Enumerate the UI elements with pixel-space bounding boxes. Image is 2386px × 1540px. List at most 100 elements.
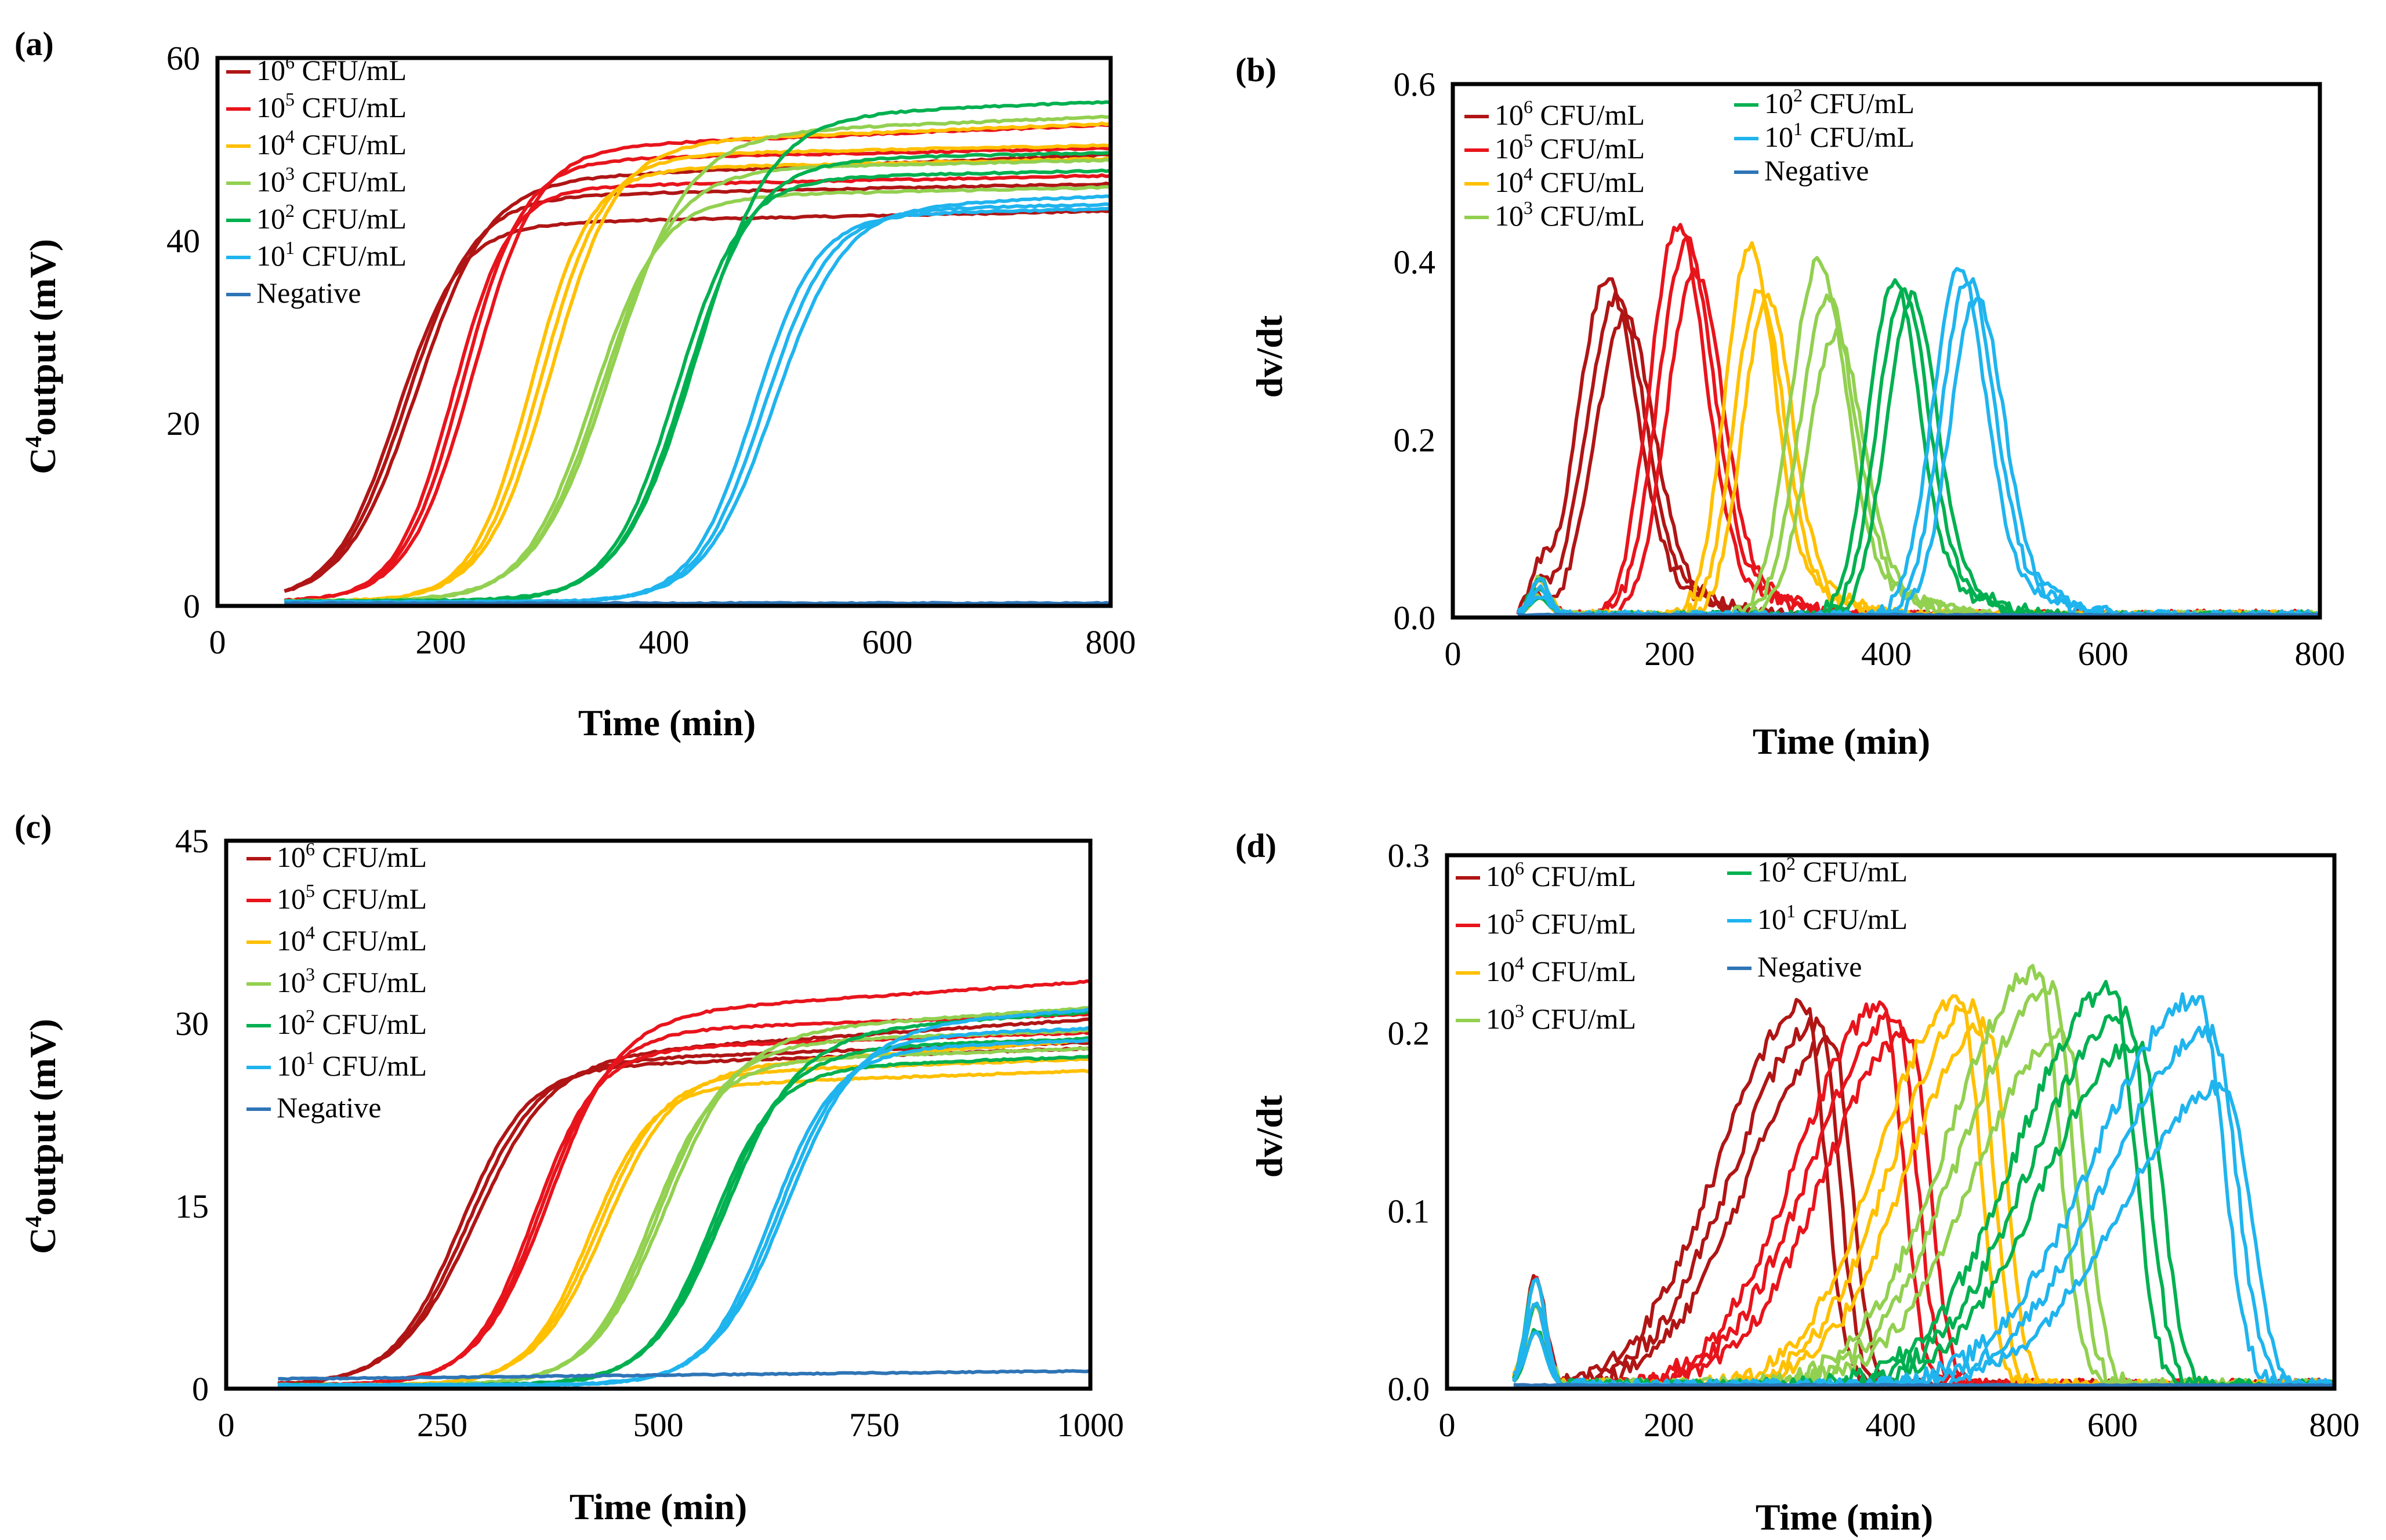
legend-label: Negative [1764, 154, 1869, 187]
series-negative [1513, 1382, 2335, 1388]
panel-b-plot [1516, 223, 2320, 618]
series-line-1e1-rep1 [284, 206, 1111, 605]
legend-item: 105 CFU/mL [1456, 905, 1636, 940]
legend-item: 103 CFU/mL [1456, 1000, 1636, 1035]
legend-label: 103 CFU/mL [256, 163, 407, 198]
y-tick-label: 30 [175, 1005, 209, 1043]
series-1e3 [284, 114, 1111, 604]
panel-c-ylabel: C4output (mV) [20, 1019, 63, 1254]
panel-a-y-ticks: 0 20 40 60 [166, 39, 200, 625]
y-tick-label: 0.0 [1388, 1370, 1430, 1408]
y-tick-label: 0.2 [1394, 421, 1436, 459]
series-line-1e5-rep1 [1512, 1000, 2333, 1387]
legend-item: 105 CFU/mL [226, 89, 407, 124]
panel-a-x-ticks: 0 200 400 600 800 [209, 623, 1136, 661]
x-tick-label: 600 [862, 623, 913, 661]
x-tick-label: 200 [1644, 1406, 1694, 1444]
series-line-1e1-rep3 [1517, 297, 2319, 618]
x-tick-label: 400 [639, 623, 690, 661]
series-line-1e6-rep2 [284, 181, 1111, 593]
series-line-1e1-rep1 [1512, 992, 2333, 1387]
series-line-1e5-rep1 [284, 173, 1111, 603]
x-tick-label: 200 [1644, 635, 1695, 673]
y-tick-label: 60 [166, 39, 200, 77]
x-tick-label: 0 [218, 1406, 235, 1444]
panel-b-plot-frame [1451, 82, 2322, 620]
series-negative [1517, 612, 2320, 618]
x-tick-label: 800 [1086, 623, 1136, 661]
legend-item: 105 CFU/mL [1464, 130, 1645, 165]
panel-b-x-ticks: 0 200 400 600 800 [1445, 635, 2345, 673]
legend-item: 102 CFU/mL [1727, 853, 1908, 888]
panel-a-ylabel: C4output (mV) [20, 239, 63, 474]
panel-d-legend: 106 CFU/mL 105 CFU/mL 104 CFU/mL 103 CFU/mL… [1456, 853, 1908, 1035]
legend-item: 104 CFU/mL [1464, 164, 1645, 198]
panel-c-y-ticks: 0 15 30 45 [175, 822, 209, 1408]
legend-item: Negative [246, 1091, 381, 1124]
panel-a-plot-frame [215, 56, 1113, 608]
legend-item: 103 CFU/mL [226, 163, 407, 198]
legend-item: 104 CFU/mL [246, 922, 427, 957]
series-line-1e6-rep3 [284, 152, 1111, 593]
x-tick-label: 500 [633, 1406, 684, 1444]
legend-label: 106 CFU/mL [277, 838, 427, 873]
legend-item: 101 CFU/mL [226, 237, 407, 272]
legend-item: 102 CFU/mL [1734, 85, 1914, 119]
legend-item: Negative [1734, 154, 1869, 187]
series-1e5 [1512, 1000, 2334, 1387]
legend-label: Negative [256, 277, 361, 309]
legend-label: 101 CFU/mL [1764, 118, 1914, 153]
series-line-1e1-rep3 [284, 194, 1111, 605]
legend-label: 104 CFU/mL [277, 922, 427, 957]
legend-item: 106 CFU/mL [226, 52, 407, 86]
legend-label: 101 CFU/mL [1757, 900, 1908, 935]
series-line-1e4-rep2 [1511, 998, 2333, 1387]
legend-label: 103 CFU/mL [1495, 197, 1645, 232]
legend-item: 104 CFU/mL [226, 126, 407, 161]
panel-a: (a) Time (min) C4output (mV) 0 200 400 600 8… [14, 25, 1136, 743]
panel-d-xlabel: Time (min) [1756, 1497, 1933, 1538]
series-1e1 [1516, 267, 2319, 618]
series-line-1e5-rep2 [1512, 1011, 2334, 1387]
y-tick-label: 0.4 [1394, 244, 1436, 281]
panel-b: (b) Time (min) dv/dt 0 200 400 600 800 0.00.… [1235, 51, 2345, 762]
panel-c-plot-frame [224, 838, 1093, 1391]
series-negative [278, 1368, 1091, 1381]
x-tick-label: 0 [1439, 1406, 1456, 1444]
panel-b-xlabel: Time (min) [1753, 721, 1930, 762]
x-tick-label: 800 [2309, 1406, 2360, 1444]
panel-d-x-ticks: 0 200 400 600 800 [1439, 1406, 2360, 1444]
legend-label: Negative [1757, 950, 1862, 983]
series-line-1e4-rep3 [284, 121, 1111, 604]
legend-item: 105 CFU/mL [246, 880, 427, 915]
x-tick-label: 250 [417, 1406, 467, 1444]
series-1e1 [1512, 992, 2334, 1387]
panel-c-plot [277, 979, 1091, 1389]
x-tick-label: 400 [1866, 1406, 1916, 1444]
legend-label: Negative [277, 1091, 381, 1124]
series-line-negative [1513, 1382, 2335, 1388]
legend-item: 103 CFU/mL [1464, 197, 1645, 232]
legend-label: 105 CFU/mL [1486, 905, 1636, 940]
legend-item: 102 CFU/mL [246, 1005, 427, 1040]
legend-label: 105 CFU/mL [1495, 130, 1645, 165]
legend-label: 102 CFU/mL [256, 200, 407, 235]
panel-b-label: (b) [1235, 51, 1277, 89]
y-tick-label: 40 [166, 222, 200, 260]
series-line-1e1-rep3 [277, 1008, 1091, 1388]
panel-a-xlabel: Time (min) [578, 702, 756, 743]
series-line-negative [1517, 612, 2320, 618]
series-line-1e6-rep1 [1512, 998, 2333, 1387]
y-tick-label: 0.0 [1394, 599, 1436, 637]
legend-label: 104 CFU/mL [1486, 953, 1636, 987]
legend-label: 105 CFU/mL [256, 89, 407, 124]
legend-item: 101 CFU/mL [246, 1047, 427, 1082]
legend-label: 101 CFU/mL [277, 1047, 427, 1082]
series-line-1e5-rep1 [278, 1030, 1091, 1388]
legend-item: Negative [226, 277, 361, 309]
legend-item: 106 CFU/mL [1456, 858, 1636, 892]
legend-item: 101 CFU/mL [1734, 118, 1914, 153]
x-tick-label: 800 [2295, 635, 2345, 673]
legend-item: Negative [1727, 950, 1862, 983]
